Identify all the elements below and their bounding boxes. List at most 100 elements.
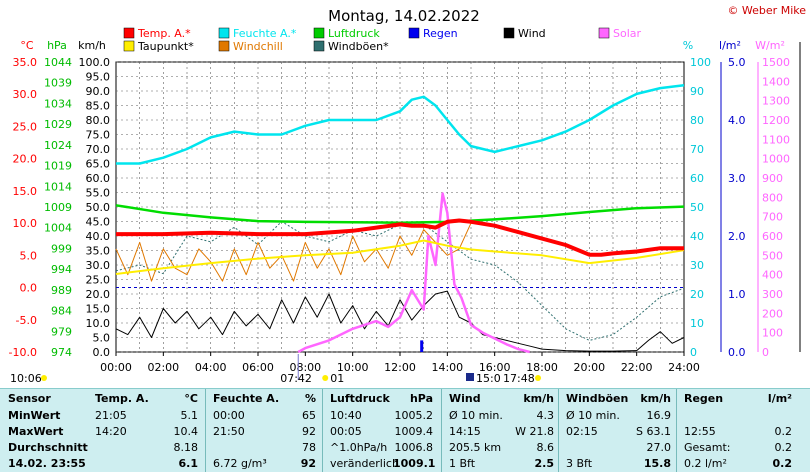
x-tick-label: 20:00 (573, 361, 605, 374)
axis-tick-label: 60.0 (86, 172, 111, 185)
table-cell: 1006.8 (394, 441, 434, 454)
table-cell: 10.4 (173, 425, 199, 438)
table-cell: Gesamt: (684, 441, 731, 454)
table-cell: 0.2 (772, 457, 793, 470)
axis-tick-label: 50 (690, 201, 704, 214)
x-tick-label: 18:00 (526, 361, 558, 374)
table-cell: 02:15 (566, 425, 598, 438)
table-header: % (304, 392, 316, 405)
x-tick-label: 16:00 (479, 361, 511, 374)
axis-tick-label: 500 (762, 249, 783, 262)
axis-tick-label: 984 (51, 305, 72, 318)
x-tick-label: 04:00 (195, 361, 227, 374)
table-cell: 4.3 (536, 409, 555, 422)
table-divider (322, 389, 323, 472)
x-tick-label: 14:00 (431, 361, 463, 374)
x-tick-label: 24:00 (668, 361, 700, 374)
table-cell: W 21.8 (515, 425, 554, 438)
rain-bar (420, 340, 424, 352)
table-cell: 1005.2 (394, 409, 434, 422)
table-cell: 16.9 (646, 409, 672, 422)
legend-item: Feuchte A.* (233, 27, 297, 40)
table-divider (558, 389, 559, 472)
series-line-wind (115, 290, 685, 352)
axis-tick-label: 20 (690, 288, 704, 301)
axis-tick-label: 1044 (44, 56, 72, 69)
chart-legend: Temp. A.* Feuchte A.* Luftdruck Regen Wind So… (123, 27, 642, 53)
moon-marker: 15:0 (476, 372, 501, 385)
legend-swatch (598, 27, 610, 39)
table-cell: 10:40 (330, 409, 362, 422)
table-cell: 21:50 (213, 425, 245, 438)
axis-tick-label: 75.0 (86, 129, 111, 142)
axis-tick-label: 90.0 (86, 85, 111, 98)
axis-tick-label: 5.0 (728, 56, 746, 69)
table-header: Luftdruck (330, 392, 390, 405)
axis-tick-label: 30 (690, 259, 704, 272)
axis-tick-label: 1019 (44, 160, 72, 173)
table-header: km/h (640, 392, 671, 405)
table-cell: 6.72 g/m³ (213, 457, 267, 470)
x-tick-label: 02:00 (147, 361, 179, 374)
axis-tick-label: 85.0 (86, 100, 111, 113)
axis-tick-label: 50.0 (86, 201, 111, 214)
legend-item: Solar (613, 27, 642, 40)
axis-tick-label: 70 (690, 143, 704, 156)
x-tick-label: 10:00 (337, 361, 369, 374)
table-cell: 0.2 (774, 441, 793, 454)
table-cell: 8.18 (173, 441, 199, 454)
axis-tick-label: 90 (690, 85, 704, 98)
axis-tick-label: 1.0 (728, 288, 746, 301)
axis-tick-label: 200 (762, 307, 783, 320)
chart-plot-area (115, 83, 685, 354)
axis-tick-label: 35.0 (86, 245, 111, 258)
axis-tick-label: -5.0 (16, 314, 37, 327)
table-cell: 92 (302, 425, 316, 438)
chart-axes: °C35.030.025.020.015.010.05.00.0-5.0-10.… (9, 39, 801, 359)
legend-item: Taupunkt* (137, 40, 194, 53)
chart-grid (115, 61, 685, 353)
table-header: Windböen (566, 392, 629, 405)
table-divider (676, 389, 677, 472)
series-line-solar (297, 192, 531, 354)
sun-icon (322, 375, 329, 381)
table-cell: ^1.0hPa/h (330, 441, 388, 454)
chart-title: Montag, 14.02.2022 (328, 7, 480, 25)
axis-tick-label: 80 (690, 114, 704, 127)
axis-tick-label: 30.0 (86, 259, 111, 272)
table-cell: 2.5 (534, 457, 555, 470)
series-line-tempa (116, 218, 684, 257)
axis-tick-label: 100 (762, 327, 783, 340)
table-cell: 14:20 (95, 425, 127, 438)
legend-item: Wind (518, 27, 546, 40)
axis-tick-label: 700 (762, 211, 783, 224)
table-cell: 65 (302, 409, 316, 422)
table-cell: 21:05 (95, 409, 127, 422)
axis-tick-label: 1039 (44, 77, 72, 90)
axis-tick-label: 400 (762, 269, 783, 282)
table-cell: S 63.1 (636, 425, 671, 438)
axis-tick-label: 1000 (762, 153, 790, 166)
copyright-text[interactable]: © Weber Mike (727, 4, 806, 17)
table-cell: 1009.4 (394, 425, 434, 438)
axis-unit-label: W/m² (755, 39, 785, 52)
legend-item: Luftdruck (328, 27, 380, 40)
legend-swatch (313, 27, 325, 39)
axis-tick-label: 60 (690, 172, 704, 185)
axis-tick-label: 25.0 (86, 274, 111, 287)
table-cell: 0.2 (774, 425, 793, 438)
x-tick-label: 08:00 (289, 361, 321, 374)
x-tick-label: 00:00 (100, 361, 132, 374)
axis-tick-label: 55.0 (86, 187, 111, 200)
table-cell: 14:15 (449, 425, 481, 438)
axis-tick-label: 1034 (44, 97, 72, 110)
axis-tick-label: 45.0 (86, 216, 111, 229)
legend-swatch (503, 27, 515, 39)
axis-tick-label: 800 (762, 191, 783, 204)
series-line-windchill (115, 222, 472, 282)
sun-icon (41, 375, 47, 381)
axis-tick-label: 1004 (44, 222, 72, 235)
table-cell: 1 Bft (449, 457, 476, 470)
table-cell: 6.1 (178, 457, 199, 470)
axis-tick-label: 1009 (44, 201, 72, 214)
